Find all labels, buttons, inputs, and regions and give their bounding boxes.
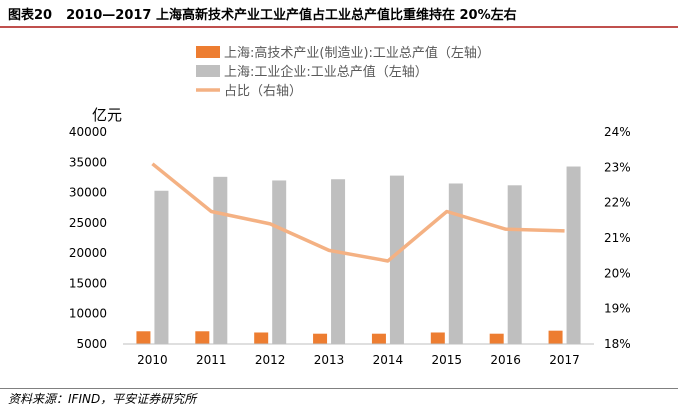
- bar-industry: [154, 190, 169, 344]
- x-tick-label: 2017: [549, 353, 580, 367]
- y-axis-ticks: 40000 35000 30000 25000 20000 15000 10000 5000: [69, 125, 107, 351]
- legend: 上海:高技术产业(制造业):工业总产值（左轴） 上海:工业企业:工业总产值（左轴）…: [196, 45, 490, 99]
- legend-label: 上海:工业企业:工业总产值（左轴）: [224, 64, 428, 80]
- x-tick-label: 2016: [490, 353, 521, 367]
- ratio-line: [151, 162, 565, 263]
- legend-label: 上海:高技术产业(制造业):工业总产值（左轴）: [224, 45, 490, 61]
- bar-industry: [389, 175, 404, 344]
- legend-swatch: [196, 65, 220, 77]
- y2-tick-label: 22%: [604, 196, 631, 210]
- y-tick-label: 25000: [69, 216, 107, 230]
- figure-title: 图表20 2010—2017 上海高新技术产业工业产值占工业总产值比重维持在 20…: [8, 4, 517, 23]
- y-tick-label: 15000: [69, 276, 107, 290]
- bar-industry: [448, 183, 463, 344]
- bar-industry: [507, 185, 522, 344]
- title-bar: [0, 0, 678, 28]
- y-tick-label: 20000: [69, 246, 107, 260]
- figure-title-text: 2010—2017 上海高新技术产业工业产值占工业总产值比重维持在 20%左右: [66, 8, 517, 23]
- y2-tick-label: 19%: [604, 302, 631, 316]
- x-tick-label: 2015: [432, 353, 463, 367]
- x-axis-ticks: 2010 2011 2012 2013 2014 2015 2016 2017: [137, 353, 580, 367]
- source-divider: [0, 388, 678, 389]
- bar-industry: [213, 176, 228, 344]
- y-tick-label: 35000: [69, 155, 107, 169]
- bar-hightech: [489, 333, 504, 344]
- x-tick-label: 2010: [137, 353, 168, 367]
- bar-hightech: [254, 332, 269, 344]
- bar-industry: [566, 166, 581, 344]
- y-tick-label: 10000: [69, 307, 107, 321]
- y-tick-label: 30000: [69, 186, 107, 200]
- legend-label: 占比（右轴）: [224, 84, 302, 99]
- y-tick-label: 40000: [69, 125, 107, 139]
- bar-hightech: [548, 330, 563, 344]
- y2-tick-label: 21%: [604, 231, 631, 245]
- bar-hightech: [371, 333, 386, 344]
- source-note: 资料来源：IFIND，平安证券研究所: [8, 392, 197, 406]
- bar-hightech: [195, 331, 210, 344]
- x-tick-label: 2012: [255, 353, 286, 367]
- bar-hightech: [313, 333, 328, 344]
- bar-industry: [272, 180, 287, 344]
- bar-industry: [331, 179, 346, 344]
- y-axis-label: 亿元: [92, 106, 122, 124]
- chart: 上海:高技术产业(制造业):工业总产值（左轴） 上海:工业企业:工业总产值（左轴）…: [69, 45, 631, 367]
- y-tick-label: 5000: [76, 337, 107, 351]
- x-tick-label: 2013: [314, 353, 345, 367]
- y2-axis-ticks: 24% 23% 22% 21% 20% 19% 18%: [604, 125, 631, 351]
- y2-tick-label: 18%: [604, 337, 631, 351]
- legend-swatch: [196, 46, 220, 58]
- x-tick-label: 2011: [196, 353, 227, 367]
- y2-tick-label: 23%: [604, 160, 631, 174]
- y2-tick-label: 20%: [604, 266, 631, 280]
- bars: [136, 166, 581, 344]
- x-tick-label: 2014: [373, 353, 404, 367]
- y2-tick-label: 24%: [604, 125, 631, 139]
- bar-hightech: [136, 331, 151, 344]
- figure-number: 图表20: [8, 8, 53, 23]
- bar-hightech: [430, 332, 445, 344]
